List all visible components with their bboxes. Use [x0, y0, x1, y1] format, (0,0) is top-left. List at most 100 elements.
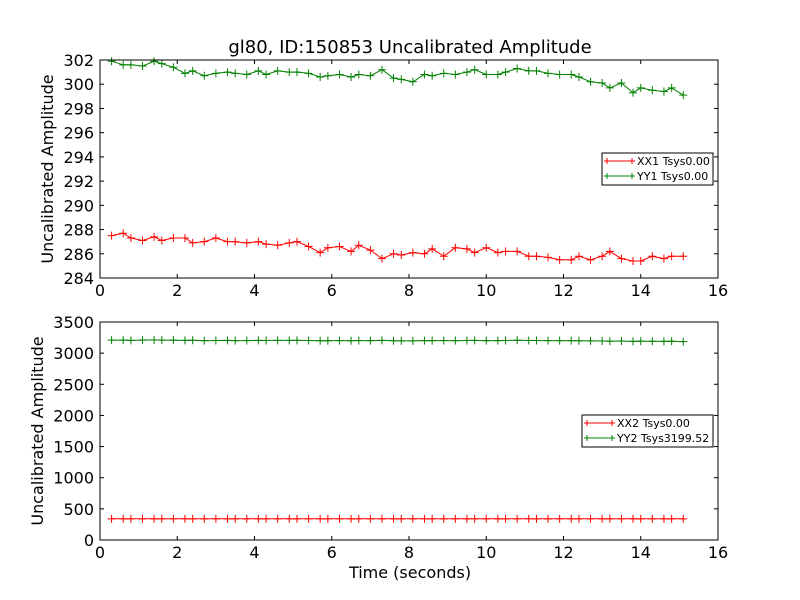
- data-point: [598, 79, 607, 88]
- data-point: [180, 514, 189, 523]
- data-point: [470, 514, 479, 523]
- y-axis-label: Uncalibrated Amplitude: [28, 336, 47, 525]
- data-point: [242, 70, 251, 79]
- x-tick-label: 2: [172, 281, 182, 300]
- data-point: [586, 77, 595, 86]
- x-tick-label: 4: [249, 543, 259, 562]
- legend: XX2 Tsys0.00 YY2 Tsys3199.52: [581, 414, 714, 448]
- data-point: [648, 337, 657, 346]
- y-tick-label: 500: [63, 500, 94, 519]
- y-tick-label: 296: [63, 124, 94, 143]
- data-point: [605, 247, 614, 256]
- data-point: [397, 514, 406, 523]
- data-point: [262, 240, 271, 249]
- data-point: [439, 514, 448, 523]
- data-point: [667, 83, 676, 92]
- data-point: [598, 252, 607, 261]
- data-point: [304, 69, 313, 78]
- data-point: [285, 238, 294, 247]
- data-point: [200, 71, 209, 80]
- data-point: [544, 253, 553, 262]
- data-point: [667, 252, 676, 261]
- data-point: [242, 514, 251, 523]
- data-point: [211, 234, 220, 243]
- data-point: [605, 514, 614, 523]
- data-point: [648, 252, 657, 261]
- data-point: [126, 336, 135, 345]
- data-point: [679, 337, 688, 346]
- data-point: [555, 336, 564, 345]
- data-point: [231, 69, 240, 78]
- x-tick-label: 6: [327, 281, 337, 300]
- data-point: [574, 72, 583, 81]
- data-point: [679, 252, 688, 261]
- y-tick-label: 2000: [53, 406, 94, 425]
- y-tick-label: 298: [63, 99, 94, 118]
- series-1: [107, 514, 688, 523]
- data-point: [180, 234, 189, 243]
- data-point: [513, 514, 522, 523]
- data-point: [482, 70, 491, 79]
- data-point: [428, 244, 437, 253]
- data-point: [169, 514, 178, 523]
- data-point: [377, 514, 386, 523]
- data-point: [119, 60, 128, 69]
- data-point: [150, 514, 159, 523]
- data-point: [544, 514, 553, 523]
- data-point: [211, 514, 220, 523]
- data-point: [428, 336, 437, 345]
- data-point: [366, 71, 375, 80]
- y-tick-label: 294: [63, 148, 94, 167]
- data-point: [292, 237, 301, 246]
- data-point: [555, 514, 564, 523]
- data-point: [354, 241, 363, 250]
- data-point: [157, 236, 166, 245]
- data-point: [242, 336, 251, 345]
- x-tick-label: 8: [404, 543, 414, 562]
- data-point: [389, 336, 398, 345]
- data-point: [231, 514, 240, 523]
- data-point: [273, 241, 282, 250]
- data-point: [532, 66, 541, 75]
- data-point: [347, 514, 356, 523]
- data-point: [262, 514, 271, 523]
- data-point: [462, 68, 471, 77]
- data-point: [223, 336, 232, 345]
- data-point: [273, 336, 282, 345]
- legend-label: XX2 Tsys0.00: [617, 417, 690, 430]
- y-tick-label: 0: [84, 531, 94, 550]
- data-point: [126, 514, 135, 523]
- data-point: [679, 514, 688, 523]
- y-tick-label: 300: [63, 75, 94, 94]
- data-point: [629, 257, 638, 266]
- data-point: [439, 69, 448, 78]
- data-point: [397, 75, 406, 84]
- data-point: [493, 248, 502, 257]
- data-point: [150, 57, 159, 66]
- x-tick-label: 10: [476, 543, 496, 562]
- data-point: [524, 66, 533, 75]
- data-point: [408, 336, 417, 345]
- data-point: [188, 514, 197, 523]
- data-point: [150, 335, 159, 344]
- data-point: [462, 336, 471, 345]
- data-point: [335, 336, 344, 345]
- data-point: [567, 514, 576, 523]
- data-point: [428, 71, 437, 80]
- data-point: [617, 336, 626, 345]
- data-point: [150, 232, 159, 241]
- y-tick-label: 1500: [53, 438, 94, 457]
- data-point: [513, 64, 522, 73]
- data-point: [231, 237, 240, 246]
- data-point: [316, 514, 325, 523]
- data-point: [605, 337, 614, 346]
- data-point: [107, 514, 116, 523]
- data-point: [366, 514, 375, 523]
- data-point: [462, 244, 471, 253]
- data-point: [107, 57, 116, 66]
- y-tick-label: 286: [63, 245, 94, 264]
- data-point: [598, 514, 607, 523]
- data-point: [524, 336, 533, 345]
- data-point: [451, 243, 460, 252]
